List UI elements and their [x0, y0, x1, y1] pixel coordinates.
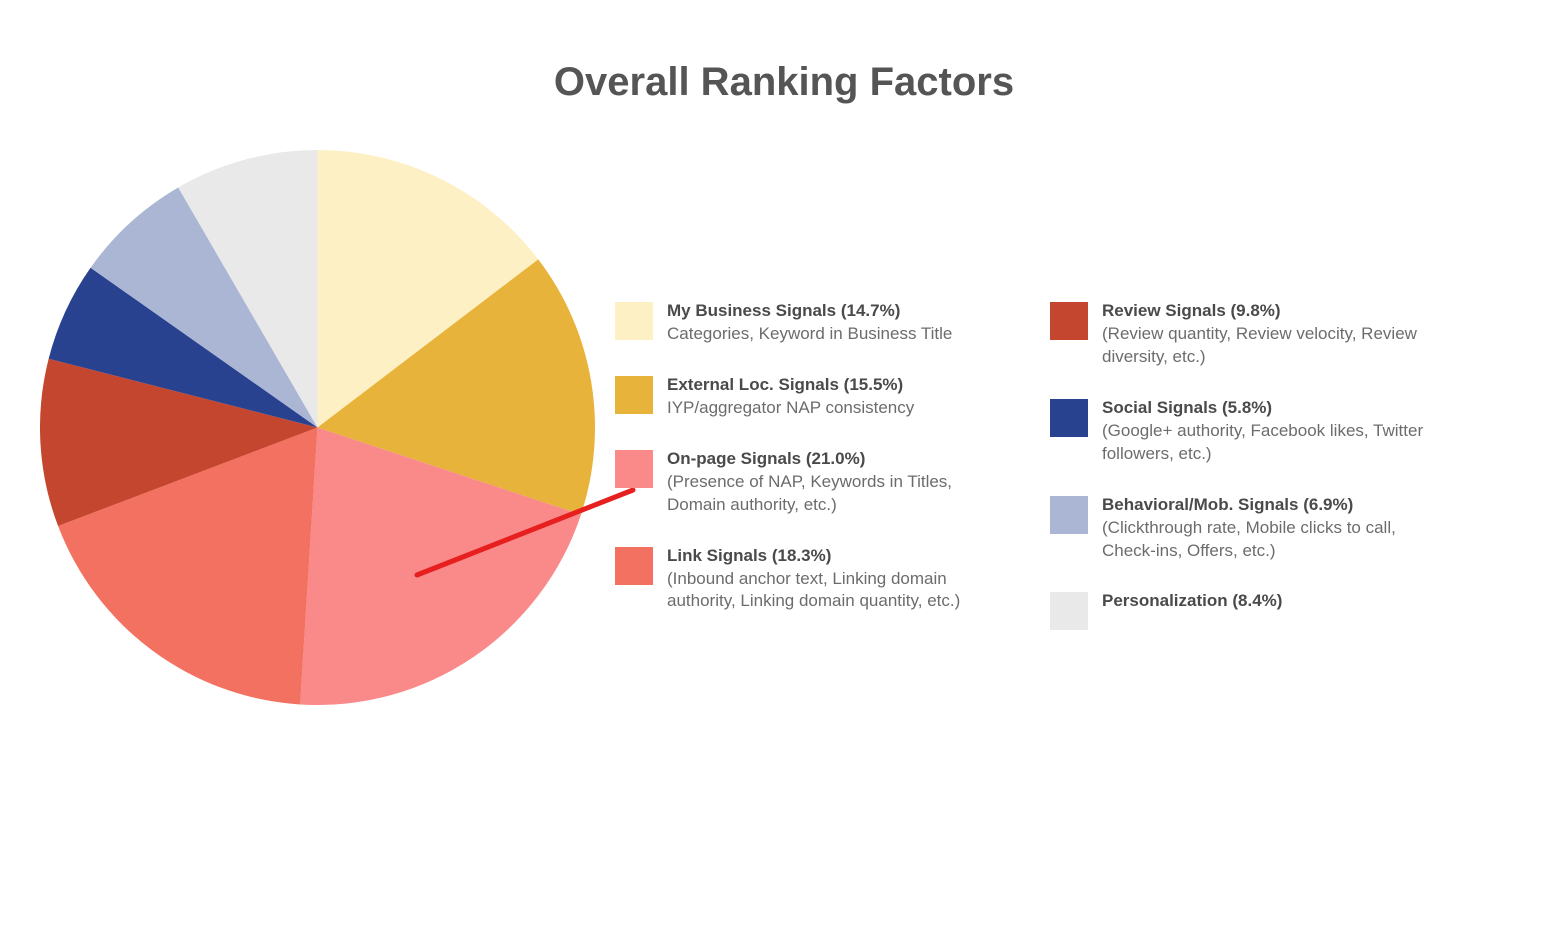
legend-text-my_business: My Business Signals (14.7%)Categories, K… [667, 300, 1000, 346]
legend-text-review: Review Signals (9.8%)(Review quantity, R… [1102, 300, 1435, 369]
legend-text-social: Social Signals (5.8%)(Google+ authority,… [1102, 397, 1435, 466]
legend-item-personalization: Personalization (8.4%) [1050, 590, 1435, 630]
legend-item-on_page: On-page Signals (21.0%)(Presence of NAP,… [615, 448, 1000, 517]
legend-item-social: Social Signals (5.8%)(Google+ authority,… [1050, 397, 1435, 466]
legend-swatch-behavioral [1050, 496, 1088, 534]
legend: My Business Signals (14.7%)Categories, K… [615, 300, 1435, 630]
chart-title: Overall Ranking Factors [0, 60, 1568, 105]
pie-chart [40, 150, 595, 705]
legend-title-link: Link Signals (18.3%) [667, 545, 1000, 568]
legend-text-link: Link Signals (18.3%)(Inbound anchor text… [667, 545, 1000, 614]
legend-column-1: My Business Signals (14.7%)Categories, K… [615, 300, 1000, 630]
legend-title-my_business: My Business Signals (14.7%) [667, 300, 1000, 323]
legend-title-personalization: Personalization (8.4%) [1102, 590, 1435, 613]
legend-item-review: Review Signals (9.8%)(Review quantity, R… [1050, 300, 1435, 369]
legend-title-social: Social Signals (5.8%) [1102, 397, 1435, 420]
legend-desc-social: (Google+ authority, Facebook likes, Twit… [1102, 420, 1435, 466]
legend-column-2: Review Signals (9.8%)(Review quantity, R… [1050, 300, 1435, 630]
legend-text-personalization: Personalization (8.4%) [1102, 590, 1435, 613]
legend-swatch-link [615, 547, 653, 585]
legend-title-review: Review Signals (9.8%) [1102, 300, 1435, 323]
legend-desc-my_business: Categories, Keyword in Business Title [667, 323, 1000, 346]
legend-desc-external_loc: IYP/aggregator NAP consistency [667, 397, 1000, 420]
legend-swatch-personalization [1050, 592, 1088, 630]
legend-desc-link: (Inbound anchor text, Linking domain aut… [667, 568, 1000, 614]
legend-item-my_business: My Business Signals (14.7%)Categories, K… [615, 300, 1000, 346]
page-root: Overall Ranking Factors My Business Sign… [0, 0, 1568, 941]
legend-text-behavioral: Behavioral/Mob. Signals (6.9%)(Clickthro… [1102, 494, 1435, 563]
legend-desc-behavioral: (Clickthrough rate, Mobile clicks to cal… [1102, 517, 1435, 563]
legend-swatch-social [1050, 399, 1088, 437]
legend-text-external_loc: External Loc. Signals (15.5%)IYP/aggrega… [667, 374, 1000, 420]
legend-title-behavioral: Behavioral/Mob. Signals (6.9%) [1102, 494, 1435, 517]
legend-item-link: Link Signals (18.3%)(Inbound anchor text… [615, 545, 1000, 614]
legend-swatch-on_page [615, 450, 653, 488]
legend-title-on_page: On-page Signals (21.0%) [667, 448, 1000, 471]
legend-desc-review: (Review quantity, Review velocity, Revie… [1102, 323, 1435, 369]
legend-text-on_page: On-page Signals (21.0%)(Presence of NAP,… [667, 448, 1000, 517]
legend-desc-on_page: (Presence of NAP, Keywords in Titles, Do… [667, 471, 1000, 517]
legend-swatch-review [1050, 302, 1088, 340]
legend-item-external_loc: External Loc. Signals (15.5%)IYP/aggrega… [615, 374, 1000, 420]
legend-swatch-external_loc [615, 376, 653, 414]
legend-item-behavioral: Behavioral/Mob. Signals (6.9%)(Clickthro… [1050, 494, 1435, 563]
legend-title-external_loc: External Loc. Signals (15.5%) [667, 374, 1000, 397]
legend-swatch-my_business [615, 302, 653, 340]
